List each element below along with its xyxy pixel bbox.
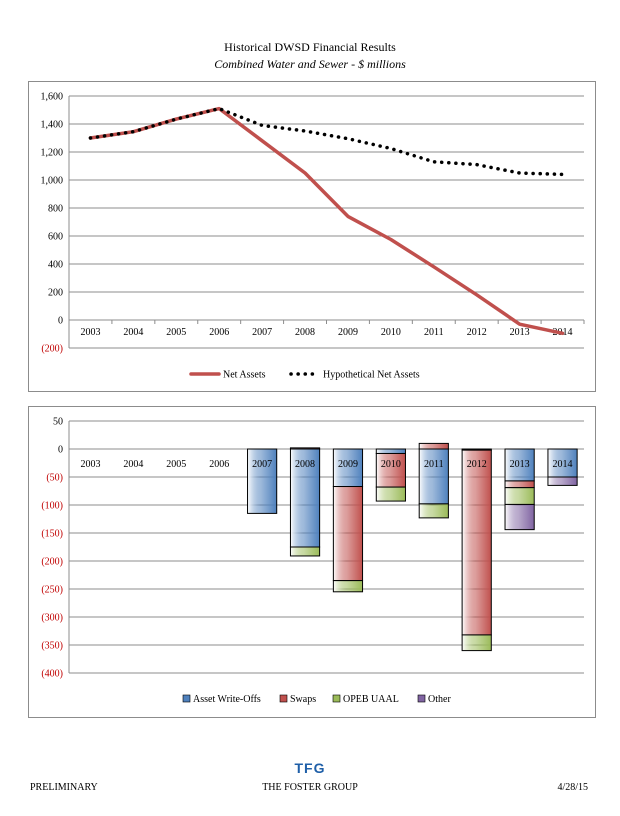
x-tick-label: 2011 [424,327,444,338]
bar-segment [332,580,364,593]
bar-segment [504,503,535,531]
components-bar-chart-svg: (400) (350) (300) (250) (200) (150) (100) (50) 0… [41,417,584,705]
y-tick-label: (100) [41,501,63,512]
bar-segment [332,448,364,488]
x-tick-label: 2003 [80,327,100,338]
x-tick-label: 2006 [209,459,229,470]
x-tick-label: 2012 [467,459,487,470]
footer-preliminary: PRELIMINARY [30,782,98,793]
x-tick-label: 2013 [510,459,530,470]
bar-segment [289,546,321,557]
x-tick-label: 2010 [381,459,401,470]
y-tick-label: (400) [41,669,63,680]
bar-segment [418,448,449,505]
bar-segment [461,449,492,636]
y-tick-label: (250) [41,585,63,596]
bar-segment [461,634,492,652]
y-tick-label: 1,400 [41,120,64,131]
legend-label: Hypothetical Net Assets [323,370,420,381]
y-tick-label: 800 [48,204,63,215]
footer-date: 4/28/15 [557,782,588,793]
x-tick-label: 2008 [295,327,315,338]
y-tick-label: (150) [41,529,63,540]
x-tick-label: 2005 [166,459,186,470]
y-tick-label: (200) [41,557,63,568]
bar-segment [504,487,535,505]
legend-swatch [279,694,288,703]
legend-label: Swaps [290,694,316,705]
bar-segment [332,486,364,582]
y-tick-label: 50 [53,417,63,428]
bar-segment [547,448,578,478]
series-line-1 [88,106,565,177]
x-tick-label: 2013 [510,327,530,338]
legend-label: Net Assets [223,370,266,381]
bar-segment [418,442,449,450]
x-tick-label: 2008 [295,459,315,470]
bar-segment [375,448,406,454]
bar-segment [375,486,406,502]
net-assets-line-chart: (200) 0 200 400 600 800 1,000 1,200 1,400 1,600 20… [28,81,596,392]
legend-swatch [332,694,341,703]
y-tick-label: 400 [48,260,63,271]
y-tick-label: 0 [58,445,63,456]
y-tick-label: (200) [41,344,63,355]
x-tick-label: 2014 [553,459,573,470]
bar-segment [289,447,321,450]
components-bar-chart: (400) (350) (300) (250) (200) (150) (100) (50) 0… [28,406,596,718]
y-tick-label: (350) [41,641,63,652]
x-tick-label: 2010 [381,327,401,338]
series-line-0 [88,106,565,336]
legend-swatch [182,694,191,703]
bar-segment [504,480,535,489]
bar-segment [375,452,406,488]
x-tick-label: 2004 [123,327,143,338]
x-tick-label: 2003 [80,459,100,470]
net-assets-line-chart-svg: (200) 0 200 400 600 800 1,000 1,200 1,400 1,600 20… [41,92,585,381]
legend-swatch [417,694,426,703]
bar-segment [418,503,449,519]
y-tick-label: 600 [48,232,63,243]
x-tick-label: 2006 [209,327,229,338]
legend-label: OPEB UAAL [343,694,399,705]
y-tick-label: 200 [48,288,63,299]
x-tick-label: 2012 [467,327,487,338]
x-tick-label: 2009 [338,459,358,470]
x-tick-label: 2009 [338,327,358,338]
y-tick-label: 0 [58,316,63,327]
bar-segment [247,448,278,514]
x-tick-label: 2004 [123,459,143,470]
legend-label: Asset Write-Offs [193,694,261,705]
bar-segment [547,476,578,486]
y-tick-label: 1,600 [41,92,64,103]
y-tick-label: 1,200 [41,148,64,159]
y-tick-label: 1,000 [41,176,64,187]
x-tick-label: 2011 [424,459,444,470]
chart-subtitle: Combined Water and Sewer - $ millions [214,57,406,71]
y-tick-label: (50) [46,473,63,484]
x-tick-label: 2007 [252,327,272,338]
x-tick-label: 2007 [252,459,272,470]
y-tick-label: (300) [41,613,63,624]
footer-company-name: THE FOSTER GROUP [262,782,358,793]
chart-title: Historical DWSD Financial Results [224,40,396,54]
tfg-logo: TFG [294,760,326,776]
x-tick-label: 2005 [166,327,186,338]
legend-label: Other [428,694,451,705]
